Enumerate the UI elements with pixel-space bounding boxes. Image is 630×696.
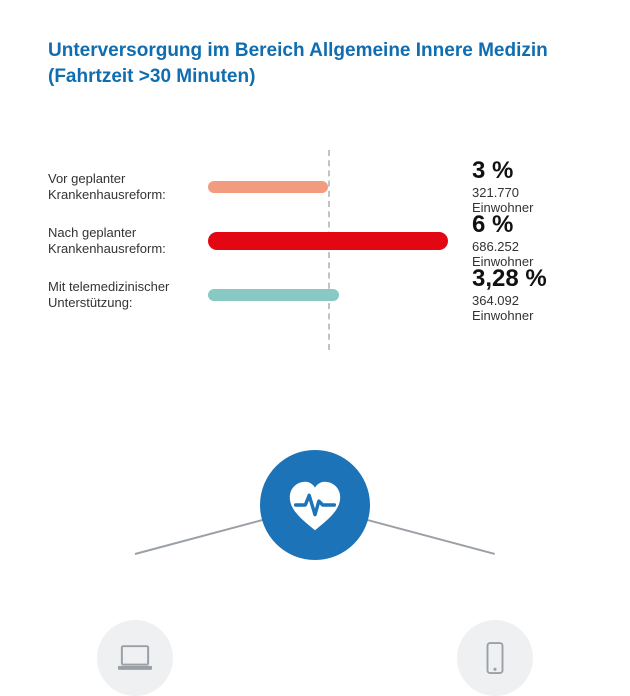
telemedicine-diagram xyxy=(0,400,630,610)
chart-row: Vor geplanter Krankenhausreform:3 %321.7… xyxy=(48,160,582,214)
bar xyxy=(208,289,339,301)
row-label: Mit telemedizinischer Unterstützung: xyxy=(48,279,208,312)
chart-title: Unterversorgung im Bereich Allgemeine In… xyxy=(48,38,582,89)
chart-row: Mit telemedizinischer Unterstützung: 3,28… xyxy=(48,268,582,322)
phone-node xyxy=(457,620,533,696)
chart-row: Nach geplanter Krankenhausreform:6 %686.… xyxy=(48,214,582,268)
row-label: Vor geplanter Krankenhausreform: xyxy=(48,171,208,204)
bar xyxy=(208,232,448,250)
absolute-value: 364.092 Einwohner xyxy=(472,293,582,323)
phone-icon xyxy=(475,638,515,678)
percentage-value: 3,28 % xyxy=(472,267,582,291)
heart-node xyxy=(260,450,370,560)
percentage-value: 6 % xyxy=(472,213,582,237)
heart-ecg-icon xyxy=(284,474,346,536)
percentage-value: 3 % xyxy=(472,159,582,183)
laptop-icon xyxy=(114,637,156,679)
bar xyxy=(208,181,328,193)
row-label: Nach geplanter Krankenhausreform: xyxy=(48,225,208,258)
laptop-node xyxy=(97,620,173,696)
bar-chart: Vor geplanter Krankenhausreform:3 %321.7… xyxy=(48,160,582,340)
